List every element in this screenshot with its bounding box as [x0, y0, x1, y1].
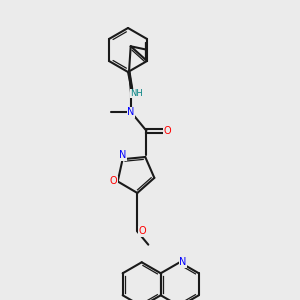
Text: O: O	[139, 226, 146, 236]
Text: O: O	[163, 126, 171, 136]
Text: N: N	[179, 257, 187, 267]
Text: NH: NH	[130, 89, 143, 98]
Text: N: N	[119, 150, 126, 160]
Text: N: N	[128, 107, 135, 117]
Text: O: O	[110, 176, 118, 186]
